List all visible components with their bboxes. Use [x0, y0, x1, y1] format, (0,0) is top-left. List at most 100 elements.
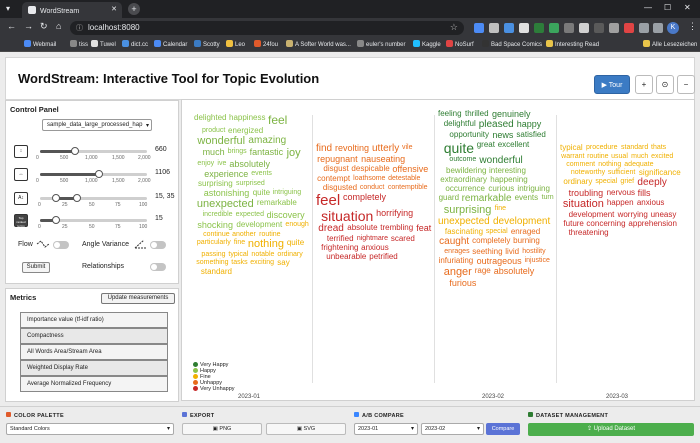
stream-word[interactable]: nothing	[247, 238, 284, 250]
stream-word[interactable]: delighted	[194, 113, 227, 122]
stream-word[interactable]: tasks	[231, 259, 248, 266]
stream-word[interactable]: happiness	[229, 113, 266, 122]
stream-word[interactable]: enrages	[444, 248, 470, 255]
stream-word[interactable]: anxious	[636, 198, 665, 207]
stream-word[interactable]: much	[631, 153, 649, 160]
metric-row[interactable]: All Words Area/Stream Area	[20, 344, 168, 360]
stream-word[interactable]: typical	[228, 251, 249, 258]
stream-word[interactable]: pleased	[478, 119, 514, 130]
stream-word[interactable]: remarkable	[461, 193, 512, 204]
stream-word[interactable]: nervous	[606, 188, 636, 197]
close-tab-icon[interactable]: ✕	[111, 6, 117, 13]
stream-word[interactable]: fine	[494, 205, 506, 212]
stream-word[interactable]: apprehension	[628, 219, 677, 228]
stream-word[interactable]: say	[277, 258, 290, 267]
stream-word[interactable]: feel	[316, 192, 341, 209]
bookmark-item[interactable]: dict.cc	[122, 40, 148, 48]
bookmark-item[interactable]: Calendar	[154, 40, 187, 48]
stream-word[interactable]: ordinary	[563, 177, 593, 186]
stream-word[interactable]: energized	[228, 126, 264, 135]
new-tab-button[interactable]: +	[128, 3, 140, 15]
stream-word[interactable]: turn	[541, 194, 554, 201]
stream-word[interactable]: absolute	[347, 223, 378, 232]
bookmark-item[interactable]: tiss	[70, 40, 88, 48]
stream-word[interactable]: fills	[637, 188, 651, 198]
stream-word[interactable]: expected	[235, 211, 264, 218]
stream-word[interactable]: vile	[402, 144, 413, 151]
stream-word[interactable]: enjoy	[197, 160, 215, 167]
stream-word[interactable]: troubling	[568, 188, 604, 198]
stream-word[interactable]: shocking	[197, 220, 233, 230]
stream-word[interactable]: fine	[233, 239, 246, 246]
stream-word[interactable]: nothing	[598, 161, 622, 168]
stream-word[interactable]: joy	[286, 147, 301, 159]
stream-word[interactable]: contemptible	[387, 184, 428, 191]
extensions-puzzle-icon[interactable]	[639, 23, 649, 33]
font-size-min-handle[interactable]	[52, 194, 61, 202]
stream-word[interactable]: happening	[490, 175, 528, 184]
compare-a-select[interactable]: 2023-01 ▾	[354, 423, 418, 435]
metric-row[interactable]: Importance value (tf-idf ratio)	[20, 312, 168, 328]
stream-word[interactable]: curious	[488, 184, 515, 193]
stream-word[interactable]: standard	[621, 144, 649, 151]
stream-word[interactable]: another	[232, 231, 256, 238]
stream-word[interactable]: rage	[474, 266, 491, 275]
metric-row[interactable]: Weighted Display Rate	[20, 360, 168, 376]
stream-word[interactable]: anxious	[361, 243, 389, 252]
stream-word[interactable]: utterly	[372, 143, 400, 154]
stream-word[interactable]: nightmare	[356, 235, 388, 242]
stream-word[interactable]: delightful	[443, 119, 476, 128]
stream-word[interactable]: routine	[587, 153, 609, 160]
stream-word[interactable]: caught	[439, 236, 470, 247]
bookmark-item[interactable]: Leo	[226, 40, 245, 48]
stream-word[interactable]: warrant	[561, 153, 585, 160]
flow-toggle[interactable]	[53, 241, 69, 249]
stream-word[interactable]: future	[563, 219, 584, 228]
stream-word[interactable]: discovery	[266, 210, 305, 220]
stream-word[interactable]: excellent	[497, 140, 530, 149]
stream-word[interactable]: development	[236, 220, 283, 229]
stream-word[interactable]: events	[251, 170, 272, 177]
stream-word[interactable]: adequate	[624, 161, 654, 168]
stream-word[interactable]: petrified	[369, 252, 398, 261]
stream-word[interactable]: noteworthy	[570, 169, 606, 176]
stream-word[interactable]: infuriating	[438, 256, 474, 265]
stream-word[interactable]: unexpected	[196, 198, 254, 210]
export-png-button[interactable]: ▣ PNG	[182, 423, 262, 435]
stream-word[interactable]: disgusted	[322, 183, 358, 192]
all-bookmarks-folder[interactable]: Alle Lesezeichen	[643, 40, 697, 48]
browser-tab[interactable]: WordStream ✕	[22, 2, 122, 18]
minimize-icon[interactable]: —	[644, 3, 652, 12]
stream-word[interactable]: wonderful	[197, 135, 246, 147]
stream-word[interactable]: outrageous	[476, 256, 522, 266]
stream-word[interactable]: outcome	[449, 156, 477, 163]
stream-word[interactable]: concerning	[586, 219, 626, 228]
stream-word[interactable]: guard	[438, 193, 460, 202]
extension-icon[interactable]	[519, 23, 529, 33]
home-icon[interactable]: ⌂	[56, 21, 62, 31]
extension-icon[interactable]	[564, 23, 574, 33]
stream-word[interactable]: seething	[472, 247, 503, 256]
forward-icon[interactable]: →	[24, 21, 33, 31]
extension-icon[interactable]	[579, 23, 589, 33]
stream-word[interactable]: comment	[566, 161, 596, 168]
profile-avatar[interactable]: K	[667, 22, 679, 34]
stream-word[interactable]: terrified	[326, 234, 354, 243]
stream-word[interactable]: development	[493, 216, 551, 227]
stream-word[interactable]: absolutely	[493, 266, 535, 276]
stream-word[interactable]: disgust	[323, 164, 349, 173]
stream-word[interactable]: detestable	[388, 175, 421, 182]
stream-word[interactable]: continue	[203, 231, 230, 238]
dataset-select[interactable]: sample_data_large_processed_hap ▾	[42, 119, 152, 131]
stream-word[interactable]: typical	[560, 143, 583, 152]
stream-word[interactable]: genuinely	[492, 109, 531, 119]
extension-icon[interactable]	[624, 23, 634, 33]
wordstream-canvas[interactable]: Very Happy Happy Fine Unhappy Very Unhap…	[181, 99, 695, 401]
bookmark-item[interactable]: Kaggle	[413, 40, 441, 48]
top-terms-slider-handle[interactable]	[52, 216, 61, 224]
stream-word[interactable]: situation	[321, 208, 374, 224]
stream-word[interactable]: standard	[200, 267, 232, 276]
stream-word[interactable]: much	[202, 147, 225, 157]
stream-word[interactable]: something	[196, 259, 229, 266]
browser-menu-icon[interactable]: ⋮	[688, 21, 697, 31]
